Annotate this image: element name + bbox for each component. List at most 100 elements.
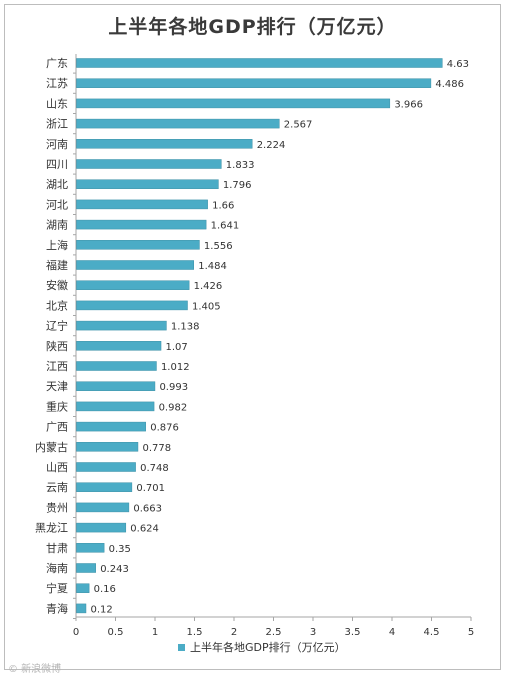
x-tick-label: 4.5 <box>424 627 440 638</box>
chart-title: 上半年各地GDP排行（万亿元） <box>108 16 397 38</box>
category-label: 海南 <box>46 561 68 575</box>
legend-label: 上半年各地GDP排行（万亿元） <box>190 640 346 654</box>
x-tick-label: 3 <box>310 627 316 638</box>
bar <box>76 421 146 432</box>
x-tick-label: 5 <box>468 627 474 638</box>
data-label: 0.748 <box>140 463 169 474</box>
x-tick-label: 2 <box>231 627 237 638</box>
x-tick-label: 2.5 <box>266 627 282 638</box>
data-label: 1.66 <box>212 200 234 211</box>
data-label: 0.624 <box>130 524 159 535</box>
category-label: 青海 <box>46 601 68 615</box>
data-label: 1.012 <box>161 362 190 373</box>
category-label: 江苏 <box>46 77 68 90</box>
category-label: 贵州 <box>46 501 68 514</box>
bar <box>76 300 188 311</box>
category-label: 上海 <box>46 238 68 252</box>
bar <box>76 341 162 351</box>
category-label: 内蒙古 <box>35 440 68 454</box>
bar <box>76 240 200 250</box>
category-label: 黑龙江 <box>35 522 68 535</box>
data-label: 1.556 <box>204 241 233 252</box>
bar <box>76 401 155 412</box>
bar <box>76 462 136 472</box>
bar <box>76 603 87 614</box>
data-label: 4.63 <box>447 59 469 70</box>
category-label: 广东 <box>46 57 68 70</box>
bar <box>76 543 105 553</box>
x-tick-label: 0.5 <box>108 627 124 638</box>
data-label: 0.778 <box>142 443 171 454</box>
x-tick-label: 3.5 <box>345 627 361 638</box>
category-label: 四川 <box>46 158 68 171</box>
bar <box>76 179 219 189</box>
category-label: 广西 <box>46 421 68 434</box>
data-label: 1.07 <box>166 342 188 353</box>
bar <box>76 563 96 573</box>
bar <box>76 381 156 391</box>
legend-swatch <box>178 644 185 651</box>
category-label: 河南 <box>46 138 68 151</box>
category-label: 山东 <box>46 97 68 110</box>
data-label: 0.243 <box>100 564 129 575</box>
category-label: 河北 <box>46 198 68 211</box>
data-label: 1.796 <box>223 180 252 191</box>
category-label: 北京 <box>46 298 68 312</box>
x-tick-label: 1 <box>152 627 158 638</box>
data-label: 1.641 <box>211 221 240 232</box>
data-label: 1.138 <box>171 322 200 333</box>
bar <box>76 78 432 88</box>
data-label: 0.35 <box>109 544 131 555</box>
bar <box>76 361 157 371</box>
data-label: 2.567 <box>284 120 313 131</box>
bar <box>76 159 222 169</box>
bar <box>76 482 133 492</box>
chart-frame <box>4 4 501 670</box>
category-label: 浙江 <box>46 118 68 131</box>
data-label: 0.701 <box>136 483 165 494</box>
category-label: 安徽 <box>46 278 68 292</box>
data-label: 2.224 <box>257 140 286 151</box>
category-label: 陕西 <box>46 339 68 353</box>
bar <box>76 260 194 270</box>
x-tick-label: 0 <box>73 627 79 638</box>
category-label: 甘肃 <box>46 542 68 555</box>
bar <box>76 58 443 68</box>
category-label: 山西 <box>46 461 68 474</box>
data-label: 3.966 <box>394 99 423 110</box>
bar <box>76 280 190 290</box>
bar <box>76 219 207 230</box>
data-label: 0.663 <box>133 503 162 514</box>
bar <box>76 98 391 109</box>
bar <box>76 139 253 149</box>
category-label: 湖北 <box>46 178 68 191</box>
data-label: 0.876 <box>150 423 179 434</box>
data-label: 0.12 <box>90 604 112 615</box>
watermark-text: © 新浪微博 <box>8 664 62 675</box>
data-label: 0.993 <box>159 382 188 393</box>
x-tick-label: 1.5 <box>187 627 203 638</box>
category-label: 宁夏 <box>46 581 68 595</box>
category-label: 天津 <box>46 380 68 393</box>
x-tick-label: 4 <box>389 627 395 638</box>
category-label: 湖南 <box>46 219 68 232</box>
data-label: 4.486 <box>435 79 464 90</box>
category-label: 辽宁 <box>46 319 68 333</box>
data-label: 0.982 <box>159 402 188 413</box>
data-label: 1.405 <box>192 301 221 312</box>
category-label: 福建 <box>46 258 68 272</box>
category-label: 重庆 <box>46 399 68 413</box>
bar <box>76 199 208 210</box>
bar <box>76 442 139 452</box>
data-label: 1.833 <box>226 160 255 171</box>
bar <box>76 583 90 593</box>
bar <box>76 320 167 331</box>
data-label: 1.484 <box>198 261 227 272</box>
data-label: 1.426 <box>194 281 223 292</box>
bar <box>76 118 280 129</box>
category-label: 江西 <box>46 360 68 373</box>
bar <box>76 522 127 533</box>
data-label: 0.16 <box>94 584 116 595</box>
